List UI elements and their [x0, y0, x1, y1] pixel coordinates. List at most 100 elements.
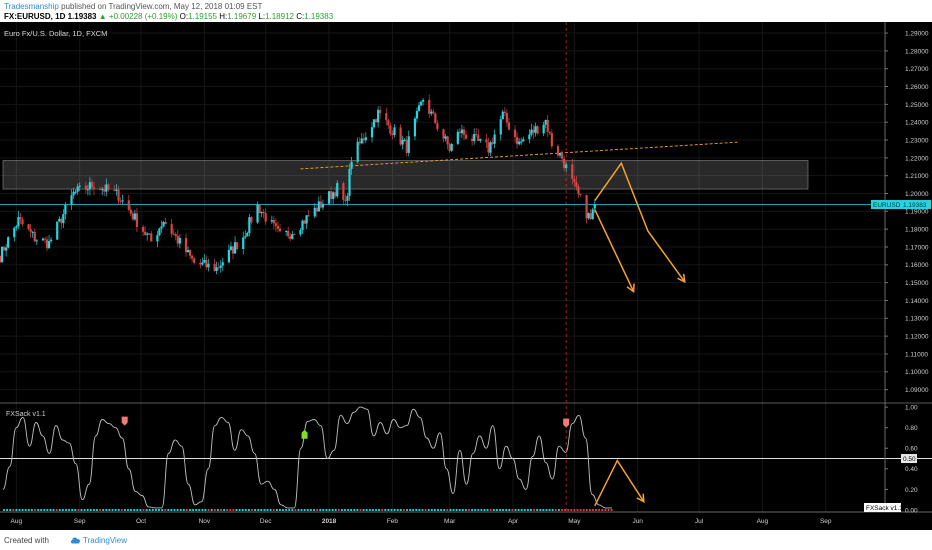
candle: [278, 223, 282, 233]
candle: [560, 150, 564, 163]
indicator-dot: [46, 508, 49, 512]
indicator-dot: [455, 508, 458, 512]
indicator-dot-row: [2, 508, 613, 512]
candle-body: [213, 263, 216, 272]
candle: [60, 217, 63, 229]
candle-body: [174, 234, 177, 236]
candle: [229, 241, 233, 251]
candle: [317, 196, 320, 212]
candle: [434, 112, 437, 124]
candle-body: [434, 113, 437, 124]
symbol-price-tag: EURUSD 1.19383: [871, 200, 931, 210]
sell-signal-marker: [563, 418, 570, 428]
indicator-dot: [49, 508, 52, 512]
candle: [379, 106, 382, 119]
candle-body: [191, 255, 194, 259]
candle: [303, 219, 306, 224]
indicator-dot: [573, 508, 576, 512]
indicator-dot: [393, 508, 396, 512]
symbol-text: FX:EURUSD, 1D: [4, 12, 66, 21]
candle-body: [7, 237, 10, 248]
level-tag-label: 0.50: [903, 456, 916, 463]
candle: [207, 258, 210, 272]
price-tag-box: [901, 200, 931, 210]
candle-body: [141, 226, 145, 232]
tradingview-link[interactable]: TradingView: [83, 536, 128, 545]
candle-body: [148, 233, 151, 235]
indicator-dot: [443, 508, 446, 512]
candle: [301, 219, 304, 235]
candle: [364, 132, 367, 144]
candle-body: [172, 233, 175, 235]
quote-line: FX:EURUSD, 1D 1.19383 ▲ +0.00228 (+0.19%…: [4, 12, 333, 21]
candle-body: [505, 113, 508, 123]
candle-body: [356, 141, 359, 162]
time-tick-label: Oct: [136, 518, 146, 525]
candle: [287, 226, 290, 239]
indicator-dot: [325, 508, 328, 512]
indicator-dot: [374, 508, 378, 512]
indicator-dot: [300, 508, 303, 512]
high-label: H:: [219, 12, 228, 21]
low-value: 1.18912: [265, 12, 294, 21]
indicator-dot: [111, 508, 114, 512]
indicator-dot: [145, 508, 148, 512]
time-tick-label: Feb: [387, 518, 399, 525]
indicator-dot: [498, 508, 502, 512]
indicator-dot: [176, 508, 179, 512]
candle: [544, 119, 547, 129]
candle-body: [471, 138, 474, 142]
candle-body: [13, 227, 16, 238]
candle: [33, 228, 36, 243]
candle: [201, 257, 204, 266]
price-axis[interactable]: 1.29000 1.28000 1.27000 1.26000 1.25000 1.240…: [885, 30, 929, 394]
candle-body: [399, 127, 402, 145]
candle: [172, 229, 175, 235]
candle-body: [272, 220, 275, 224]
chart-canvas[interactable]: 1.29000 1.28000 1.27000 1.26000 1.25000 1.240…: [0, 22, 932, 530]
open-label: O:: [179, 12, 189, 21]
candle-body: [101, 189, 104, 191]
candle-body: [332, 192, 335, 199]
candle-body: [442, 129, 445, 139]
price-tick-label: 1.15000: [905, 280, 929, 287]
indicator-dot: [427, 508, 430, 512]
candle-body: [2, 246, 6, 251]
candle: [377, 106, 380, 128]
candle: [199, 258, 202, 269]
projection-arrow-head: [626, 283, 635, 294]
candle: [160, 220, 163, 233]
candle-body: [146, 233, 149, 235]
candle-body: [305, 215, 308, 224]
indicator-axis[interactable]: 1.00 0.80 0.60 0.40 0.20 0.00: [885, 405, 918, 515]
candle: [264, 208, 267, 225]
indicator-dot: [114, 508, 117, 512]
candle: [358, 137, 361, 146]
candle: [417, 101, 421, 112]
time-axis[interactable]: Aug Sep Oct Nov Dec 2018 Feb Mar Apr May Jun Jul Aug…: [11, 518, 832, 525]
candle-body: [513, 129, 517, 138]
candlestick-series: [0, 94, 596, 275]
candle-body: [49, 239, 53, 242]
price-tick-label: 1.16000: [905, 262, 929, 269]
candle-body: [307, 215, 310, 217]
projection-arrow: [594, 161, 686, 283]
candle-body: [19, 217, 22, 220]
candle-body: [460, 129, 464, 134]
candle-body: [503, 111, 506, 114]
indicator-tick-label: 0.00: [905, 507, 918, 514]
candle: [407, 130, 410, 157]
author-link[interactable]: Tradesmanship: [4, 2, 59, 11]
candle: [542, 121, 545, 137]
candle: [217, 262, 220, 271]
candle-body: [571, 164, 574, 179]
indicator-dot: [502, 508, 505, 512]
candle-body: [178, 238, 181, 244]
neckline: [300, 141, 738, 170]
candle: [150, 230, 153, 242]
candle: [360, 133, 363, 145]
candle-body: [532, 129, 535, 133]
candle-body: [60, 218, 63, 224]
indicator-dot: [390, 508, 393, 512]
candle-body: [544, 119, 547, 125]
